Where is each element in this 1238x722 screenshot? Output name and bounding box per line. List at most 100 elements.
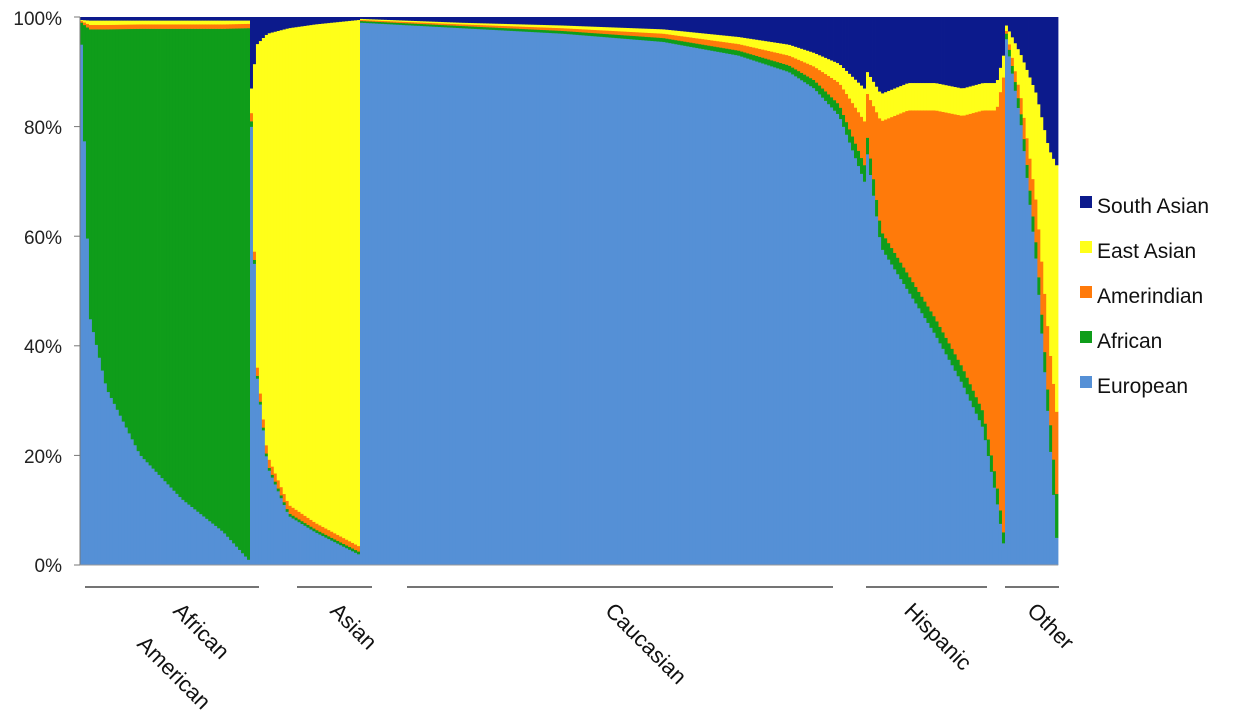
bar-segment-east-asian (683, 31, 687, 37)
bar-segment-european (689, 46, 693, 566)
bar-segment-south-asian (917, 17, 921, 84)
bar-segment-south-asian (545, 17, 550, 26)
bar-segment-african (238, 28, 242, 550)
bar-segment-south-asian (226, 17, 230, 21)
bar-segment-amerindian (842, 89, 846, 116)
bar-segment-east-asian (578, 25, 582, 30)
bar-segment-african (596, 33, 600, 37)
bar-segment-african (261, 427, 266, 431)
bar-segment-east-asian (226, 20, 230, 25)
bar-segment-east-asian (596, 26, 600, 31)
bar-segment-amerindian (506, 25, 511, 29)
bar-segment-amerindian (395, 21, 400, 23)
bar-segment-south-asian (315, 17, 319, 25)
bar-segment-european (157, 474, 161, 566)
bar-segment-african (288, 513, 293, 517)
bar-segment-african (145, 28, 149, 463)
bar-segment-african (1025, 164, 1029, 178)
bar-segment-south-asian (539, 17, 544, 25)
bar-segment-south-asian (178, 17, 182, 21)
bar-segment-amerindian (455, 23, 460, 26)
bar-segment-east-asian (755, 39, 759, 49)
bar-segment-east-asian (354, 20, 358, 545)
bar-segment-east-asian (181, 20, 185, 25)
bar-segment-african (995, 488, 1000, 505)
bar-segment-african (581, 32, 585, 36)
bar-segment-african (404, 23, 409, 26)
bar-segment-east-asian (818, 54, 822, 71)
bar-segment-european (830, 107, 834, 566)
bar-segment-south-asian (584, 17, 588, 27)
bar-segment-european (833, 110, 837, 566)
bar-segment-east-asian (923, 82, 927, 111)
bar-segment-european (1016, 107, 1021, 566)
bar-segment-east-asian (533, 24, 538, 28)
bar-segment-african (175, 28, 179, 494)
bar-segment-amerindian (383, 20, 388, 23)
bar-segment-east-asian (371, 19, 376, 21)
bar-segment-european (97, 357, 102, 566)
bar-segment-african (365, 21, 370, 24)
bar-segment-amerindian (902, 111, 906, 268)
bar-segment-amerindian (725, 42, 729, 49)
bar-segment-east-asian (623, 27, 627, 32)
bar-segment-african (854, 143, 858, 159)
bar-segment-south-asian (758, 17, 762, 41)
bar-segment-european (584, 35, 588, 566)
bar-segment-african (659, 37, 663, 42)
bar-segment-european (623, 38, 627, 566)
bar-segment-amerindian (419, 22, 424, 25)
bar-segment-east-asian (250, 88, 254, 114)
bar-segment-amerindian (545, 27, 550, 31)
bar-segment-european (380, 23, 385, 566)
bar-segment-african (1037, 277, 1041, 295)
bar-segment-east-asian (764, 40, 768, 51)
bar-segment-amerindian (536, 27, 541, 30)
bar-segment-european (731, 54, 735, 566)
bar-segment-european (255, 378, 260, 566)
bar-segment-african (719, 47, 723, 53)
bar-segment-amerindian (578, 28, 582, 33)
bar-segment-african (196, 28, 200, 512)
bar-segment-european (485, 29, 490, 566)
bar-segment-amerindian (671, 34, 675, 40)
bar-segment-amerindian (1055, 411, 1059, 495)
bar-segment-european (392, 24, 397, 566)
bar-segment-amerindian (791, 56, 795, 68)
bar-segment-east-asian (680, 30, 684, 37)
bar-segment-east-asian (440, 21, 445, 24)
bar-segment-amerindian (548, 27, 553, 31)
bar-segment-east-asian (342, 21, 346, 539)
bar-segment-european (695, 47, 699, 566)
bar-segment-south-asian (551, 17, 556, 26)
bar-segment-amerindian (255, 367, 260, 376)
bar-segment-amerindian (220, 24, 224, 29)
bar-segment-african (270, 474, 275, 478)
bar-segment-south-asian (398, 17, 403, 21)
bar-segment-amerindian (983, 110, 988, 424)
bar-segment-european (184, 501, 188, 566)
bar-segment-east-asian (327, 22, 331, 531)
bar-segment-amerindian (803, 62, 807, 75)
bar-segment-east-asian (719, 34, 723, 42)
bar-segment-african (422, 23, 427, 27)
bar-segment-african (115, 28, 120, 410)
bar-segment-amerindian (863, 121, 867, 166)
bar-segment-south-asian (404, 17, 409, 21)
bar-segment-amerindian (785, 54, 789, 65)
bar-segment-east-asian (587, 26, 591, 30)
bar-segment-south-asian (163, 17, 167, 21)
bar-segment-amerindian (728, 42, 732, 50)
bar-segment-african (1055, 493, 1059, 538)
bar-segment-east-asian (554, 25, 559, 29)
bar-segment-amerindian (986, 110, 991, 440)
bar-segment-east-asian (722, 35, 726, 43)
bar-segment-south-asian (190, 17, 194, 21)
bar-segment-european (572, 34, 576, 566)
bar-segment-european (575, 34, 579, 566)
bar-segment-south-asian (713, 17, 717, 35)
bar-segment-european (297, 521, 301, 566)
bar-segment-european (773, 67, 777, 566)
bar-segment-east-asian (294, 26, 298, 510)
bar-segment-south-asian (482, 17, 487, 24)
